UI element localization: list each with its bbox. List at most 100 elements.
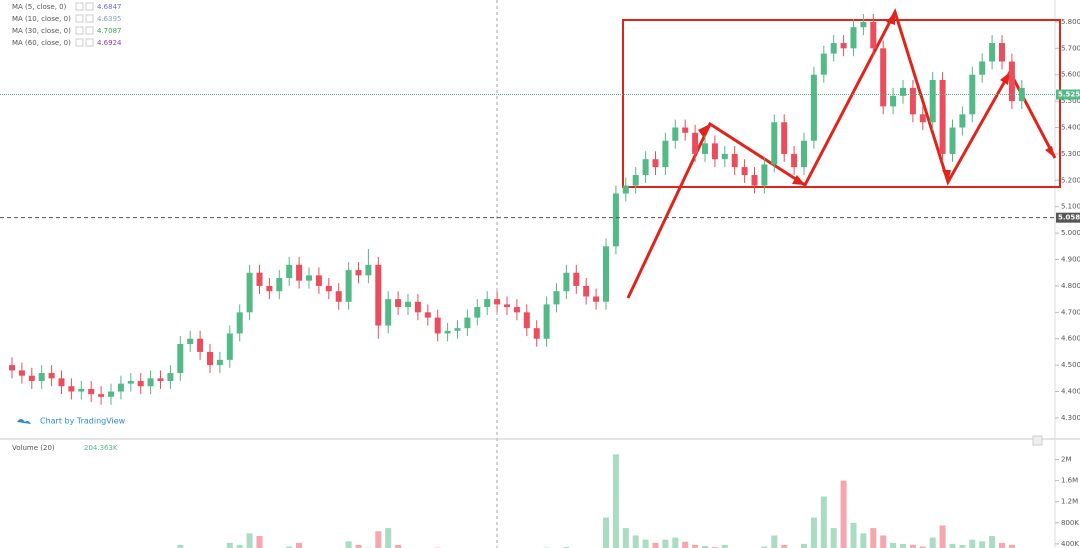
indicator-button xyxy=(75,38,84,47)
volume-bar xyxy=(652,542,659,548)
volume-bar xyxy=(771,535,778,548)
candle-body xyxy=(741,167,748,176)
y-tick-label: 4.8000 xyxy=(1061,282,1080,290)
candle-body xyxy=(870,21,877,49)
candle-body xyxy=(414,301,421,313)
candle-body xyxy=(919,114,926,123)
volume-bar xyxy=(385,528,392,548)
candle-body xyxy=(553,291,560,305)
candle-body xyxy=(464,317,471,329)
indicator-button xyxy=(85,38,94,47)
candle-body xyxy=(58,378,65,387)
candle-body xyxy=(523,312,530,329)
candle-body xyxy=(177,344,184,374)
candle-body xyxy=(167,373,174,381)
candle-body xyxy=(791,153,798,168)
volume-bar xyxy=(682,541,689,548)
volume-value: 204.363K xyxy=(84,444,118,452)
pane-button[interactable] xyxy=(1032,435,1043,446)
volume-bar xyxy=(880,535,887,548)
volume-bar xyxy=(840,480,847,548)
candle-body xyxy=(68,386,75,392)
volume-bar xyxy=(909,544,916,548)
indicator-name: MA (60, close, 0) xyxy=(12,39,71,47)
candle-body xyxy=(434,317,441,334)
arrow-head xyxy=(1000,72,1010,85)
candle-body xyxy=(315,275,322,286)
candle-body xyxy=(909,87,916,115)
indicator-value: 4.6924 xyxy=(97,39,122,47)
volume-bar xyxy=(622,528,629,548)
candle-body xyxy=(801,140,807,168)
volume-bar xyxy=(810,517,817,548)
volume-bar xyxy=(702,546,708,548)
candle-body xyxy=(959,114,966,128)
candle-body xyxy=(612,193,619,247)
candle-body xyxy=(711,143,718,160)
candle-body xyxy=(563,272,570,292)
y-tick-label: 4.9000 xyxy=(1061,256,1080,264)
candle-body xyxy=(454,328,461,331)
y-tick-label: 1.2M xyxy=(1061,498,1078,506)
volume-bar xyxy=(919,546,926,548)
watermark-text: Chart by TradingView xyxy=(40,417,126,426)
candle-body xyxy=(840,43,847,49)
candle-body xyxy=(385,299,392,326)
volume-bar xyxy=(929,537,936,548)
candle-body xyxy=(702,143,708,154)
volume-bar xyxy=(246,533,253,548)
candle-body xyxy=(513,307,520,313)
candle-body xyxy=(424,312,431,318)
y-tick-label: 4.6000 xyxy=(1061,335,1080,343)
candle-body xyxy=(939,79,946,154)
candle-body xyxy=(98,394,105,397)
indicator-button xyxy=(75,26,84,35)
candle-body xyxy=(543,304,550,339)
watermark: Chart by TradingView xyxy=(17,417,126,426)
indicator-button xyxy=(85,26,94,35)
candle-body xyxy=(682,127,689,133)
candle-body xyxy=(335,291,342,302)
arrow-head xyxy=(698,124,710,138)
indicator-name: MA (5, close, 0) xyxy=(12,3,67,11)
candle-body xyxy=(286,264,293,279)
candle-body xyxy=(147,378,154,387)
y-tick-label: 4.3000 xyxy=(1061,414,1080,422)
volume-bar xyxy=(890,542,897,548)
candle-body xyxy=(810,74,817,141)
candle-body xyxy=(850,27,857,49)
candle-body xyxy=(18,370,25,376)
tv-logo xyxy=(17,419,31,424)
volume-bar xyxy=(642,539,649,548)
volume-title: Volume (20) xyxy=(12,444,55,452)
volume-bar xyxy=(801,543,807,548)
volume-bar xyxy=(979,541,986,548)
candle-body xyxy=(642,159,649,176)
arrow-head xyxy=(942,170,951,182)
candle-body xyxy=(781,122,788,154)
candle-body xyxy=(721,153,728,160)
volume-bar xyxy=(395,544,402,548)
candle-body xyxy=(226,333,233,360)
candle-body xyxy=(820,53,827,75)
volume-bar xyxy=(1008,544,1015,548)
y-tick-label: 1.6M xyxy=(1061,477,1078,485)
candle-body xyxy=(890,95,897,107)
arrow-head xyxy=(792,175,805,185)
candle-body xyxy=(672,127,679,141)
volume-bar xyxy=(989,536,996,548)
volume-bar xyxy=(345,541,352,548)
volume-bar xyxy=(860,533,867,548)
candle-body xyxy=(632,175,639,186)
candle-body xyxy=(989,43,996,62)
candle-body xyxy=(692,132,699,154)
candle-body xyxy=(999,43,1005,62)
candle-body xyxy=(583,285,590,297)
candle-body xyxy=(1018,87,1025,102)
candle-body xyxy=(731,153,738,168)
volume-bar xyxy=(870,528,877,548)
indicator-name: MA (10, close, 0) xyxy=(12,15,71,23)
volume-bar xyxy=(721,544,728,548)
volume-bar xyxy=(850,522,857,548)
candle-body xyxy=(494,299,501,305)
